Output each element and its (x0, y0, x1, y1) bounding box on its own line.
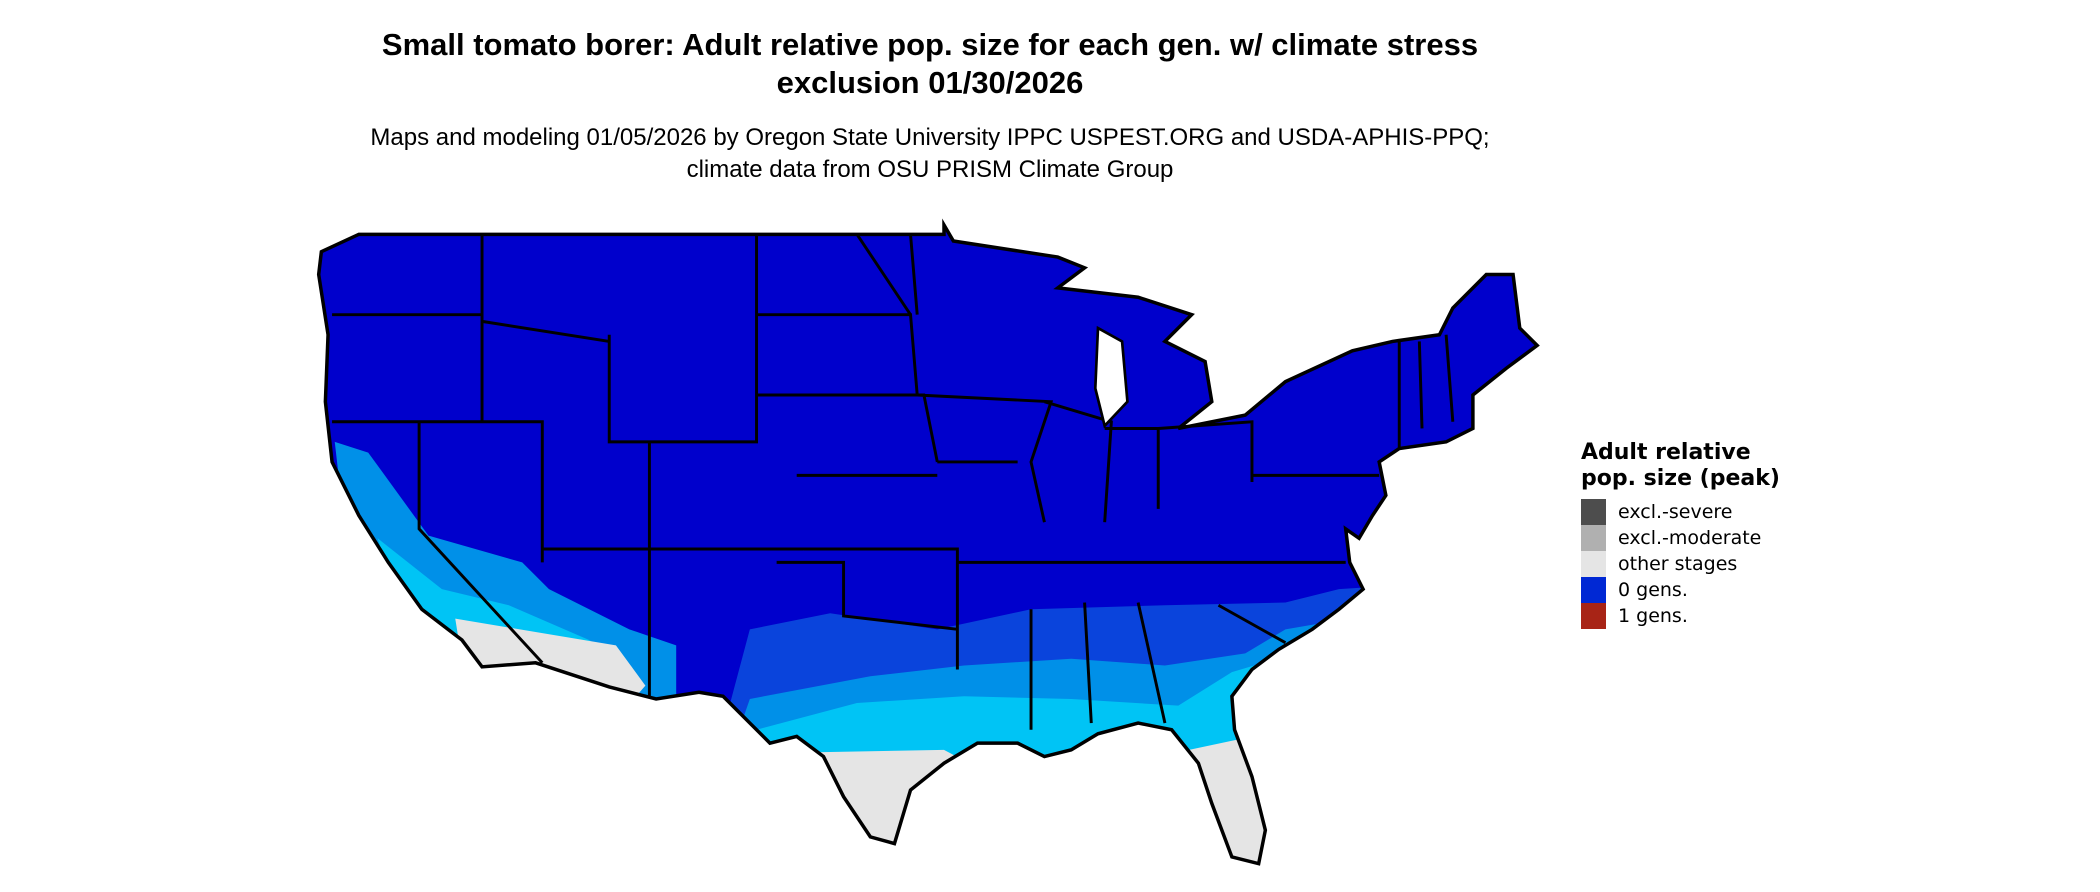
legend-item-excl-severe: excl.-severe (1581, 499, 1781, 525)
legend-label: excl.-moderate (1618, 527, 1762, 549)
lake-michigan (1093, 325, 1129, 429)
zero-gens-region (318, 224, 1538, 864)
legend-label: 1 gens. (1618, 605, 1688, 627)
legend-swatch (1581, 499, 1606, 525)
legend-label: excl.-severe (1618, 501, 1733, 523)
legend-label: other stages (1618, 553, 1738, 575)
state-borders (332, 233, 1455, 730)
map-subtitle: Maps and modeling 01/05/2026 by Oregon S… (370, 124, 1490, 183)
legend-swatch (1581, 551, 1606, 577)
legend-item-1-gens: 1 gens. (1581, 603, 1781, 629)
legend-item-0-gens: 0 gens. (1581, 577, 1781, 603)
map-title: Small tomato borer: Adult relative pop. … (381, 27, 1479, 100)
legend-item-excl-moderate: excl.-moderate (1581, 525, 1781, 551)
legend-title: Adult relative pop. size (peak) (1581, 440, 1780, 491)
legend-swatch (1581, 603, 1606, 629)
legend: Adult relative pop. size (peak) excl.-se… (1581, 440, 1781, 629)
legend-item-other-stages: other stages (1581, 551, 1781, 577)
legend-label: 0 gens. (1618, 579, 1688, 601)
legend-swatch (1581, 525, 1606, 551)
legend-swatch (1581, 577, 1606, 603)
